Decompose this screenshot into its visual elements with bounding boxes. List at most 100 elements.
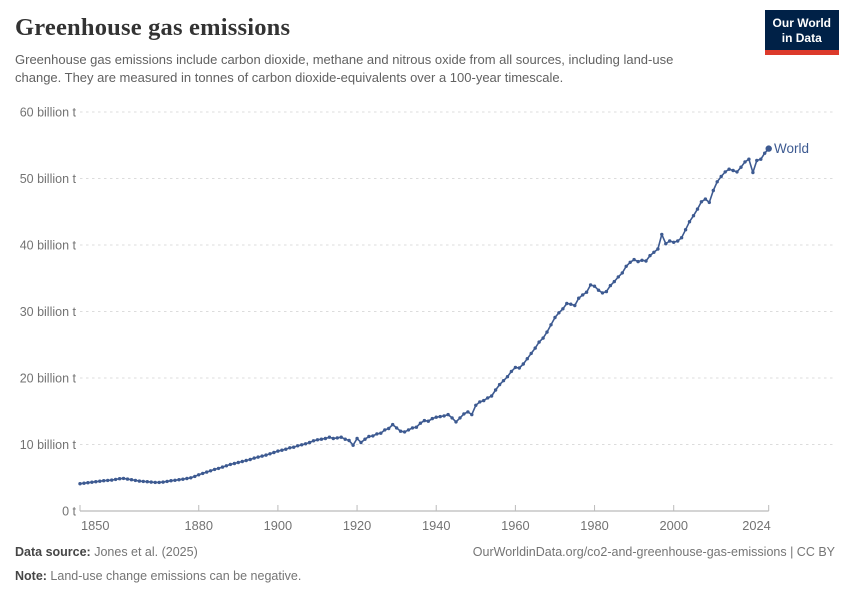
y-axis-tick-label: 0 t [62, 505, 76, 519]
data-point [691, 214, 696, 218]
data-point [656, 247, 660, 251]
data-point [430, 416, 434, 421]
data-point [113, 477, 118, 482]
data-point [529, 351, 533, 356]
data-point [596, 288, 601, 292]
data-point [679, 236, 684, 240]
data-point [280, 448, 284, 452]
data-point [260, 454, 264, 458]
data-point [197, 473, 201, 477]
data-point [252, 456, 256, 460]
data-point [557, 311, 561, 315]
data-point [129, 478, 134, 482]
data-point [672, 240, 676, 244]
data-point [355, 436, 359, 441]
data-point [687, 220, 692, 224]
data-point [371, 434, 375, 438]
data-point [268, 452, 272, 456]
data-point [636, 259, 640, 264]
data-point [145, 480, 149, 484]
data-point [406, 428, 411, 432]
data-point [228, 462, 233, 467]
data-point [612, 279, 616, 284]
data-point [486, 396, 490, 400]
data-point [394, 426, 399, 430]
citation-link[interactable]: OurWorldinData.org/co2-and-greenhouse-ga… [472, 545, 835, 559]
data-point [664, 242, 668, 246]
data-point [442, 414, 446, 418]
data-point [343, 437, 347, 441]
data-point [248, 457, 252, 462]
data-point [620, 271, 624, 275]
data-source-value: Jones et al. (2025) [90, 545, 198, 559]
data-point [505, 375, 510, 379]
data-point [739, 165, 743, 169]
data-point [703, 197, 708, 201]
data-point [426, 419, 430, 423]
data-point [727, 167, 731, 171]
data-point [141, 479, 145, 484]
y-axis-tick-label: 60 billion t [20, 106, 77, 120]
data-point [94, 480, 98, 484]
data-point [446, 412, 450, 417]
data-point [683, 228, 688, 232]
data-point [189, 476, 193, 480]
data-point [300, 443, 304, 447]
data-point [347, 438, 351, 443]
data-point [454, 420, 458, 424]
owid-logo[interactable]: Our World in Data [764, 10, 839, 55]
data-point [331, 436, 335, 441]
data-point [379, 431, 383, 435]
data-point [220, 465, 225, 469]
data-point [185, 476, 189, 481]
data-point [264, 453, 268, 457]
data-point [699, 200, 704, 204]
data-point [715, 180, 719, 184]
data-point [577, 296, 581, 300]
data-point [351, 443, 355, 447]
data-point [288, 446, 292, 450]
data-point [474, 403, 478, 407]
data-point [513, 365, 518, 370]
data-point [272, 450, 276, 455]
data-point [588, 283, 593, 287]
data-point [537, 340, 541, 344]
data-point [414, 425, 419, 429]
data-point [315, 438, 320, 442]
y-axis-tick-label: 20 billion t [20, 372, 77, 386]
data-point [292, 445, 296, 449]
data-point [296, 444, 300, 448]
data-point [493, 388, 498, 392]
x-axis-tick-label: 1960 [501, 518, 529, 533]
data-point [541, 336, 545, 340]
x-axis-tick-label: 1920 [343, 518, 371, 533]
data-point [335, 436, 339, 440]
data-point [458, 416, 462, 420]
data-point [533, 346, 537, 350]
data-point [125, 477, 130, 481]
data-point [466, 410, 470, 414]
y-axis-tick-label: 30 billion t [20, 305, 77, 319]
series-end-label: World [774, 141, 809, 156]
data-point [497, 382, 502, 387]
x-axis-tick-label: 1880 [185, 518, 213, 533]
data-point [478, 400, 482, 404]
data-point [743, 160, 747, 164]
page-title: Greenhouse gas emissions [15, 14, 291, 41]
data-point [78, 482, 82, 486]
data-point [573, 303, 577, 308]
data-point [569, 302, 573, 306]
data-point [284, 447, 288, 451]
data-point [565, 301, 569, 306]
data-point [422, 418, 427, 423]
data-point [765, 145, 772, 152]
data-point [462, 412, 466, 416]
data-point [561, 307, 565, 311]
data-point [517, 366, 521, 370]
data-point [121, 476, 126, 481]
data-point [212, 467, 217, 472]
data-point [434, 415, 438, 419]
data-point [525, 357, 529, 361]
data-point [735, 170, 739, 174]
